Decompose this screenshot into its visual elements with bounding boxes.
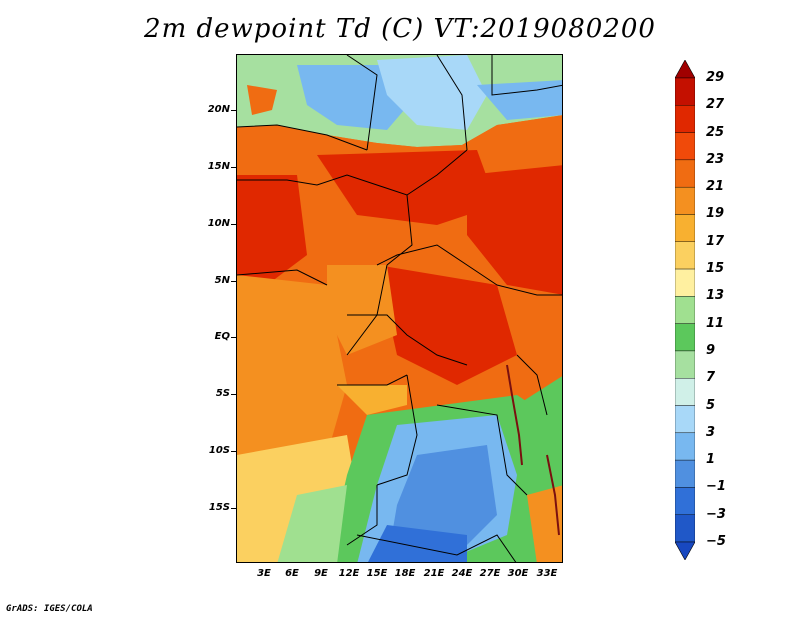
lon-label-6e: 6E — [285, 568, 299, 579]
colorbar-label: 23 — [706, 151, 725, 167]
colorbar-label: 25 — [706, 124, 725, 140]
colorbar-label: −1 — [706, 479, 726, 495]
colorbar-cell — [675, 405, 695, 434]
lon-label-15e: 15E — [366, 568, 388, 579]
colorbar-cell — [675, 432, 695, 461]
lat-label-eq: EQ — [214, 331, 230, 342]
lon-label-3e: 3E — [257, 568, 271, 579]
lon-label-9e: 9E — [314, 568, 328, 579]
colorbar-label: 11 — [706, 315, 725, 331]
lat-label-10s: 10S — [208, 445, 230, 456]
colorbar-cell — [675, 323, 695, 352]
lat-tick — [231, 451, 236, 452]
lat-label-10n: 10N — [207, 218, 230, 229]
lat-label-15n: 15N — [207, 161, 230, 172]
colorbar-label: −3 — [706, 506, 726, 522]
lon-label-24e: 24E — [451, 568, 473, 579]
lat-tick — [231, 281, 236, 282]
lat-label-20n: 20N — [207, 104, 230, 115]
lon-label-21e: 21E — [423, 568, 445, 579]
dewpoint-field — [237, 55, 562, 562]
colorbar-label: 17 — [706, 233, 725, 249]
colorbar-cell — [675, 214, 695, 242]
colorbar-cell — [675, 241, 695, 270]
lat-label-5s: 5S — [215, 388, 230, 399]
lat-tick — [231, 167, 236, 168]
colorbar-top-arrow — [675, 60, 695, 79]
colorbar-cell — [675, 105, 695, 133]
colorbar-label: 3 — [706, 424, 716, 440]
colorbar-label: −5 — [706, 534, 726, 549]
colorbar-label: 21 — [706, 179, 725, 195]
colorbar-label: 19 — [706, 206, 725, 222]
colorbar-label: 7 — [706, 370, 716, 386]
colorbar-cell — [675, 514, 695, 543]
colorbar-cell — [675, 77, 695, 106]
colorbar-cell — [675, 350, 695, 379]
lat-label-15s: 15S — [208, 502, 230, 513]
lon-label-12e: 12E — [338, 568, 360, 579]
lon-label-18e: 18E — [394, 568, 416, 579]
colorbar-label: 1 — [706, 452, 716, 468]
colorbar-label: 15 — [706, 261, 725, 277]
colorbar-label: 29 — [706, 70, 725, 85]
lat-label-5n: 5N — [214, 275, 230, 286]
lat-tick — [231, 394, 236, 395]
lat-tick — [231, 224, 236, 225]
colorbar-cell — [675, 487, 695, 515]
colorbar-cell — [675, 378, 695, 406]
colorbar-cell — [675, 268, 695, 297]
colorbar-bottom-arrow — [675, 541, 695, 560]
map-title: 2m dewpoint Td (C) VT:2019080200 — [144, 14, 656, 44]
colorbar-cell — [675, 296, 695, 324]
colorbar-cell — [675, 186, 695, 215]
lon-label-30e: 30E — [507, 568, 529, 579]
colorbar-cell — [675, 132, 695, 161]
colorbar-label: 13 — [706, 288, 725, 304]
lon-label-33e: 33E — [536, 568, 558, 579]
lat-tick — [231, 508, 236, 509]
colorbar-label: 5 — [706, 397, 716, 413]
lat-tick — [231, 110, 236, 111]
colorbar — [675, 60, 695, 560]
colorbar-label: 27 — [706, 97, 725, 113]
colorbar-label: 9 — [706, 342, 716, 358]
lon-label-27e: 27E — [479, 568, 501, 579]
colorbar-cell — [675, 459, 695, 488]
dewpoint-map — [236, 54, 563, 563]
lat-tick — [231, 337, 236, 338]
colorbar-cell — [675, 159, 695, 188]
grads-credit: GrADS: IGES/COLA — [6, 604, 93, 614]
